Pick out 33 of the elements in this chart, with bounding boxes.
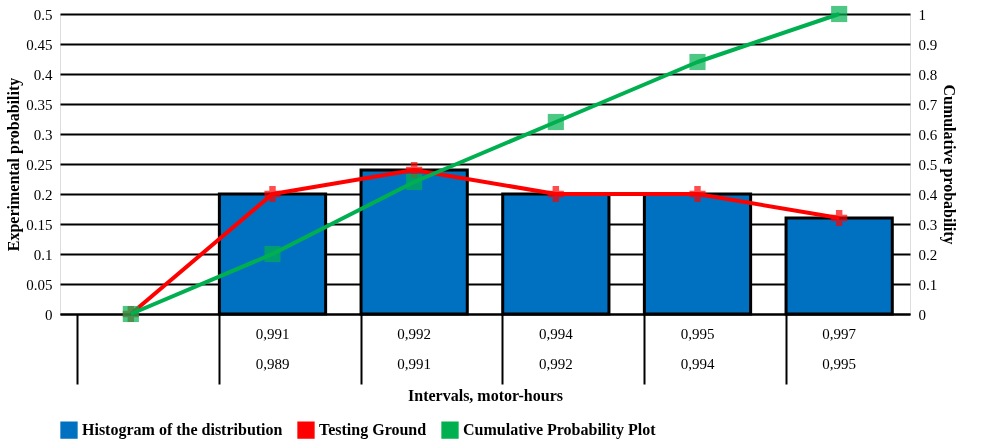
y2-tick-label: 0.1 — [918, 276, 938, 293]
y-tick-label: 0.45 — [26, 36, 53, 53]
y2-tick-label: 0.5 — [918, 156, 938, 173]
y-tick-label: 0.35 — [26, 96, 53, 113]
y2-tick-label: 0.7 — [918, 96, 938, 113]
x-tick-label: 0,995 0,994 — [680, 325, 715, 372]
y-tick-label: 0.2 — [33, 186, 53, 203]
y-tick-label: 0.3 — [33, 126, 53, 143]
y-tick-label: 0 — [45, 306, 53, 323]
y-tick-label: 0.25 — [26, 156, 53, 173]
y2-tick-label: 0.3 — [918, 216, 938, 233]
x-tick-label: 0,991 0,989 — [255, 325, 290, 372]
y-tick-label: 0.15 — [26, 216, 53, 233]
y-tick-label: 0.5 — [33, 6, 53, 23]
y-axis-title: Experimental probability — [5, 77, 24, 252]
y2-axis-title: Cumulative probability — [940, 84, 959, 245]
legend-label: Histogram of the distribution — [82, 421, 283, 440]
x-tick-label: 0,997 0,995 — [822, 325, 857, 372]
y2-tick-label: 0.6 — [918, 126, 938, 143]
y2-tick-label: 0.8 — [918, 66, 938, 83]
y2-tick-label: 0 — [918, 306, 926, 323]
y2-tick-label: 0.9 — [918, 36, 938, 53]
y2-tick-label: 0.4 — [918, 186, 938, 203]
legend-label: Cumulative Probability Plot — [463, 421, 657, 440]
y-tick-label: 0.4 — [33, 66, 53, 83]
y-tick-label: 0.1 — [33, 246, 53, 263]
x-tick-label: 0,994 0,992 — [538, 325, 574, 372]
y-tick-label: 0.05 — [26, 276, 53, 293]
y2-tick-label: 0.2 — [918, 246, 938, 263]
x-axis-title: Intervals, motor-hours — [408, 386, 563, 404]
x-tick-label: 0,992 0,991 — [397, 325, 432, 372]
legend-label: Testing Ground — [319, 421, 427, 440]
y2-tick-label: 1 — [918, 6, 926, 23]
